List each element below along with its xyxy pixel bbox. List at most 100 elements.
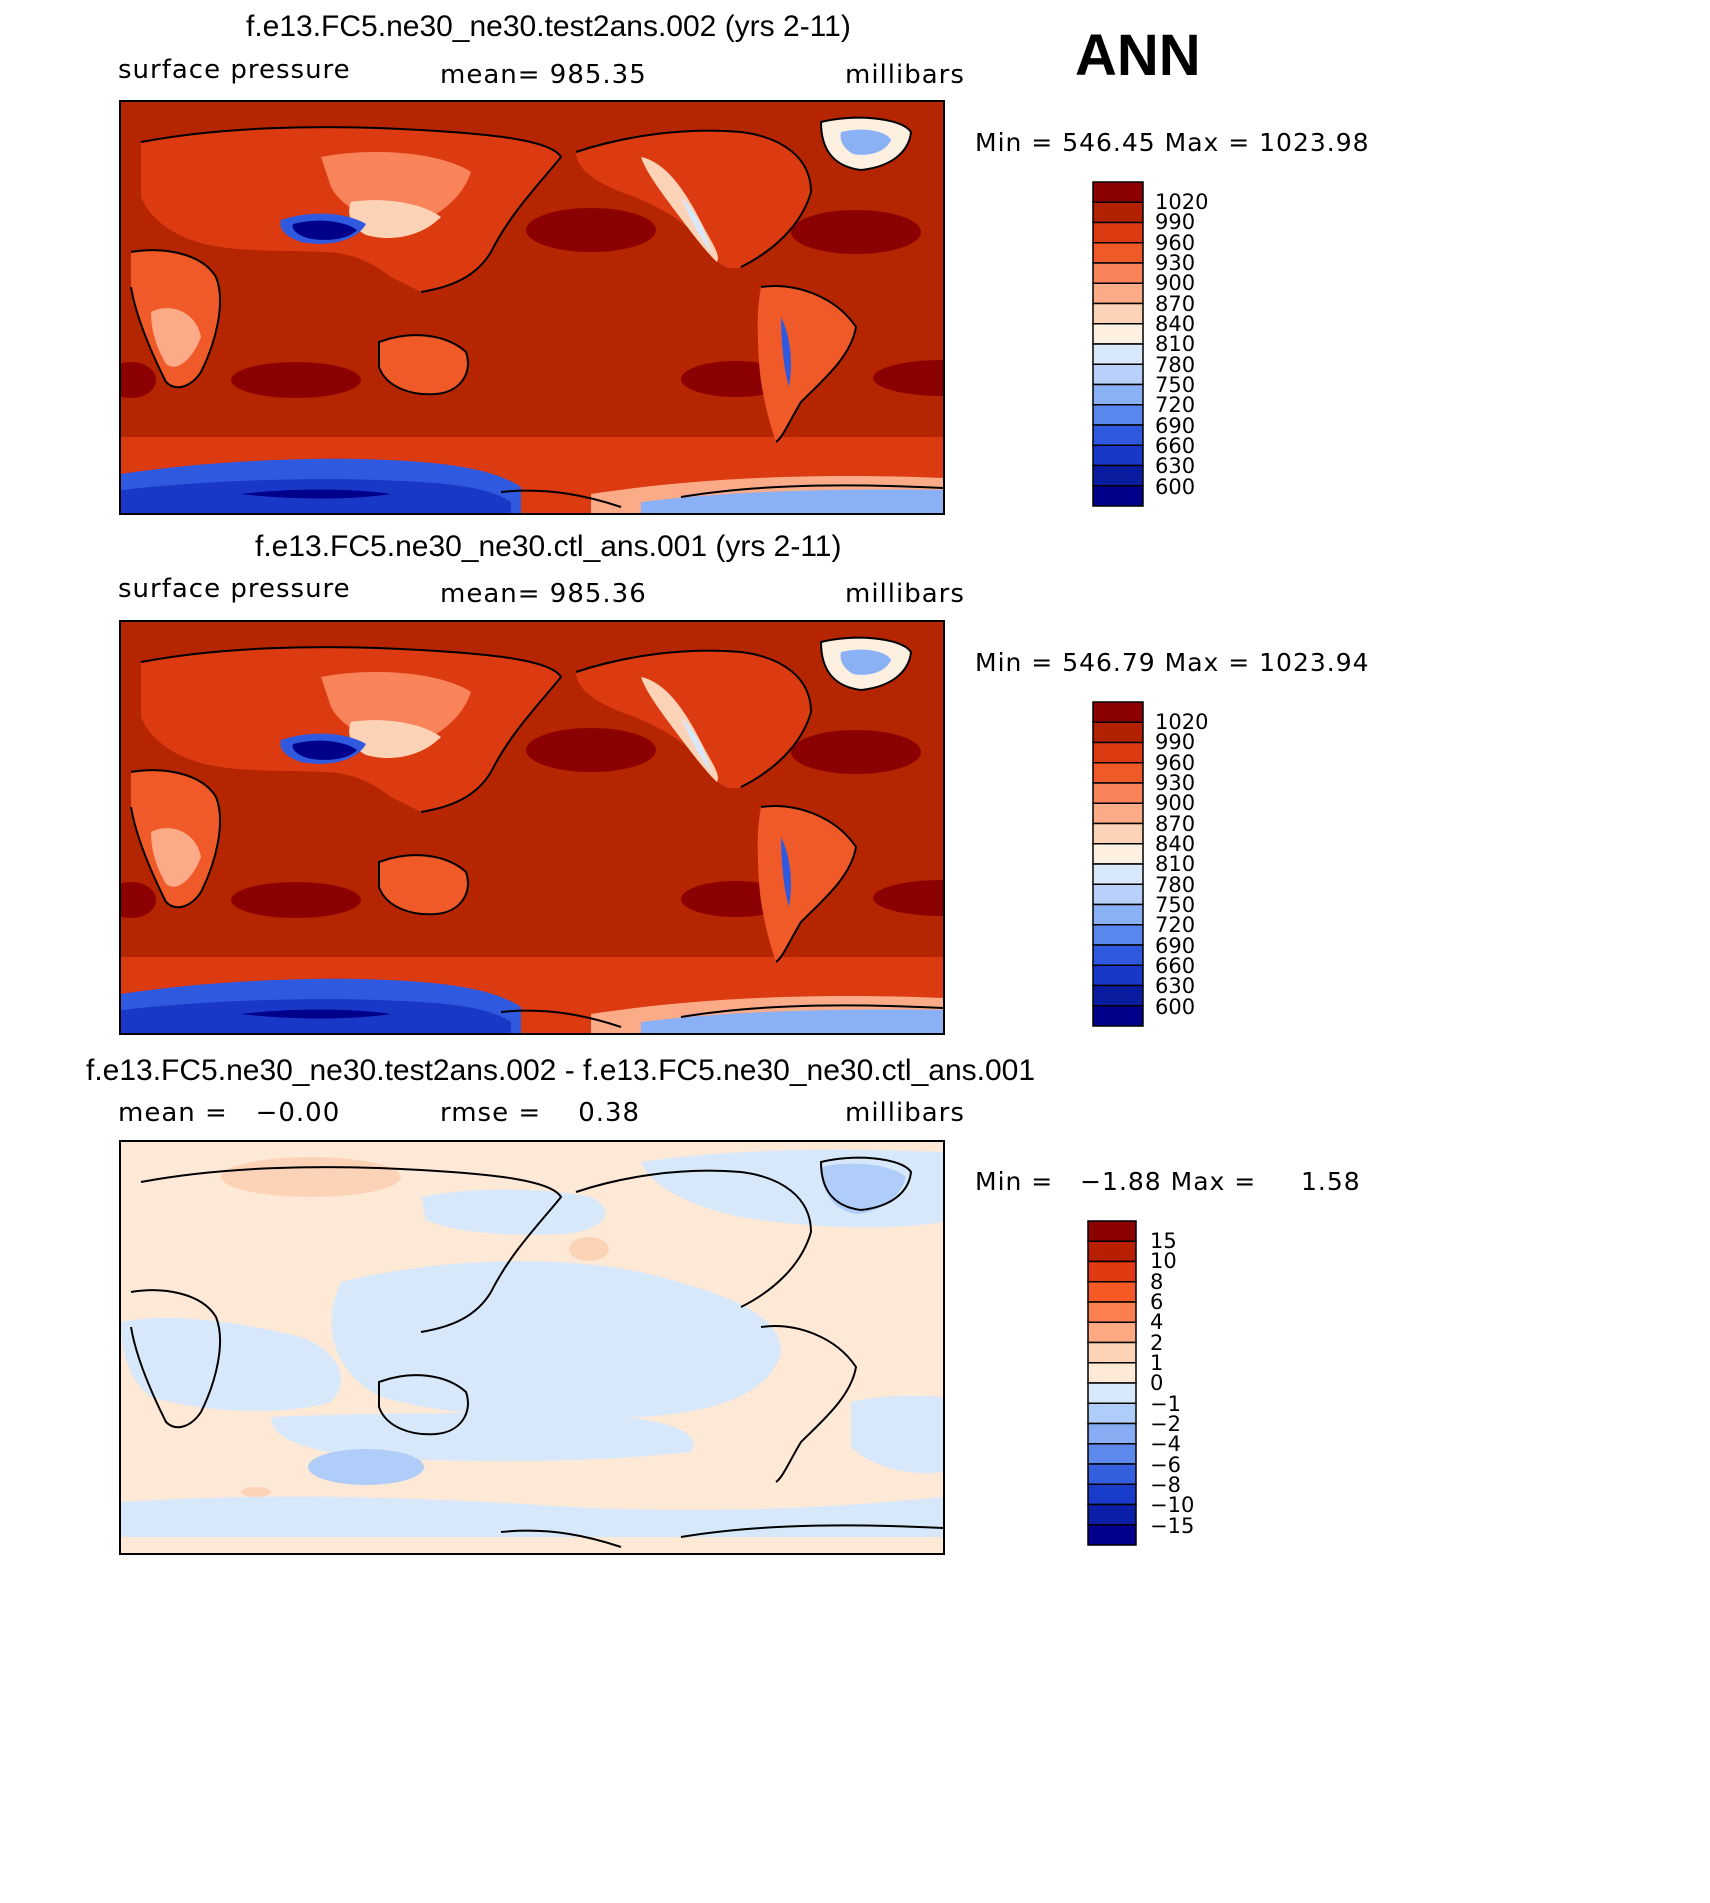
colorbar-swatch	[1092, 762, 1144, 784]
cb3-label-12: −8	[1150, 1473, 1181, 1497]
cb3-label-4: 4	[1150, 1310, 1164, 1334]
cb2-label-0: 1020	[1155, 710, 1209, 734]
colorbar-swatch	[1087, 1362, 1137, 1384]
neg-indian-ocean	[121, 1317, 341, 1412]
pos-siberia	[221, 1157, 401, 1197]
cb1-label-7: 810	[1155, 332, 1196, 356]
panel-2-minmax: Min = 546.79 Max = 1023.94	[975, 648, 1370, 677]
cb1-label-13: 630	[1155, 454, 1196, 478]
cb1-label-14: 600	[1155, 475, 1196, 499]
cb2-label-2: 960	[1155, 751, 1196, 775]
cb2-label-3: 930	[1155, 771, 1196, 795]
high-south-atlantic-east	[121, 362, 156, 398]
cb2-label-1: 990	[1155, 730, 1196, 754]
panel-3-colorbar	[1087, 1220, 1137, 1546]
panel-3-minmax: Min = −1.88 Max = 1.58	[975, 1167, 1361, 1196]
season-label: ANN	[1075, 23, 1201, 88]
colorbar-swatch	[1087, 1443, 1137, 1465]
pos-southern-ocean	[241, 1487, 271, 1497]
cb1-label-10: 720	[1155, 393, 1196, 417]
colorbar-swatch	[1087, 1483, 1137, 1506]
cb1-label-12: 660	[1155, 434, 1196, 458]
colorbar-swatch	[1092, 822, 1144, 845]
high-south-atlantic-west	[873, 360, 943, 396]
colorbar-swatch	[1087, 1503, 1137, 1526]
cb1-label-2: 960	[1155, 231, 1196, 255]
cb3-label-2: 8	[1150, 1270, 1164, 1294]
colorbar-swatch	[1092, 404, 1144, 426]
colorbar-swatch	[1092, 363, 1144, 386]
panel-2-field-label: surface pressure	[118, 574, 351, 604]
cb3-label-6: 1	[1150, 1351, 1164, 1375]
colorbar-swatch	[1092, 863, 1144, 885]
cb1-label-4: 900	[1155, 271, 1196, 295]
cb1-label-5: 870	[1155, 292, 1196, 316]
panel-1-minmax: Min = 546.45 Max = 1023.98	[975, 128, 1370, 157]
cb1-label-6: 840	[1155, 312, 1196, 336]
colorbar-swatch	[1087, 1281, 1137, 1303]
colorbar-swatch	[1092, 1005, 1144, 1027]
cb2-label-14: 600	[1155, 995, 1196, 1019]
colorbar-swatch	[1092, 343, 1144, 365]
cb3-label-11: −6	[1150, 1453, 1181, 1477]
colorbar-swatch	[1092, 782, 1144, 804]
panel-1-field-label: surface pressure	[118, 55, 351, 85]
panel-2-map	[119, 620, 945, 1035]
colorbar-swatch	[1092, 464, 1144, 487]
colorbar-swatch	[1087, 1341, 1137, 1364]
cb2-label-4: 900	[1155, 791, 1196, 815]
colorbar-swatch	[1092, 262, 1144, 284]
neg-north-pacific	[421, 1189, 606, 1235]
cb3-label-14: −15	[1150, 1514, 1195, 1538]
panel-3-title: f.e13.FC5.ne30_ne30.test2ans.002 - f.e13…	[86, 1054, 1036, 1087]
cb3-label-13: −10	[1150, 1493, 1195, 1517]
colorbar-swatch	[1092, 181, 1144, 203]
colorbar-swatch	[1092, 424, 1144, 446]
cb3-label-10: −4	[1150, 1432, 1181, 1456]
colorbar-swatch	[1087, 1422, 1137, 1445]
cb2-label-12: 660	[1155, 954, 1196, 978]
panel-2-colorbar	[1092, 701, 1144, 1027]
high-north-atlantic	[791, 210, 921, 254]
cb3-label-5: 2	[1150, 1331, 1164, 1355]
panel-3-units-label: millibars	[845, 1098, 965, 1128]
cb3-label-9: −2	[1150, 1412, 1181, 1436]
colorbar-swatch	[1087, 1524, 1137, 1546]
cb1-label-11: 690	[1155, 414, 1196, 438]
panel-2-units-label: millibars	[845, 579, 965, 609]
colorbar-swatch	[1087, 1321, 1137, 1344]
colorbar-swatch	[1092, 964, 1144, 987]
neg-tropical-pacific	[331, 1261, 781, 1419]
panel-2-title: f.e13.FC5.ne30_ne30.ctl_ans.001 (yrs 2-1…	[255, 530, 842, 563]
colorbar-swatch	[1092, 843, 1144, 865]
cb3-label-7: 0	[1150, 1371, 1164, 1395]
cb2-label-7: 810	[1155, 852, 1196, 876]
cb2-label-6: 840	[1155, 832, 1196, 856]
colorbar-swatch	[1092, 701, 1144, 723]
cb2-label-8: 780	[1155, 873, 1196, 897]
colorbar-swatch	[1092, 201, 1144, 224]
cb2-label-11: 690	[1155, 934, 1196, 958]
colorbar-swatch	[1092, 984, 1144, 1007]
colorbar-swatch	[1092, 383, 1144, 406]
colorbar-swatch	[1092, 924, 1144, 946]
colorbar-swatch	[1087, 1402, 1137, 1425]
colorbar-swatch	[1087, 1382, 1137, 1404]
pos-north-pacific	[569, 1237, 609, 1261]
panel-1-mean-label: mean= 985.35	[440, 60, 647, 90]
neg-south-atlantic	[851, 1395, 943, 1474]
colorbar-swatch	[1092, 741, 1144, 764]
cb1-label-9: 750	[1155, 373, 1196, 397]
panel-1-colorbar	[1092, 181, 1144, 507]
cb3-label-1: 10	[1150, 1249, 1177, 1273]
cb2-label-13: 630	[1155, 974, 1196, 998]
colorbar-swatch	[1092, 444, 1144, 467]
neg-south-pacific-core	[308, 1449, 424, 1485]
panel-1-title: f.e13.FC5.ne30_ne30.test2ans.002 (yrs 2-…	[246, 10, 851, 43]
colorbar-swatch	[1092, 282, 1144, 305]
colorbar-swatch	[1092, 323, 1144, 345]
colorbar-swatch	[1087, 1301, 1137, 1323]
colorbar-swatch	[1092, 903, 1144, 926]
colorbar-swatch	[1092, 883, 1144, 906]
north-america	[576, 130, 811, 269]
